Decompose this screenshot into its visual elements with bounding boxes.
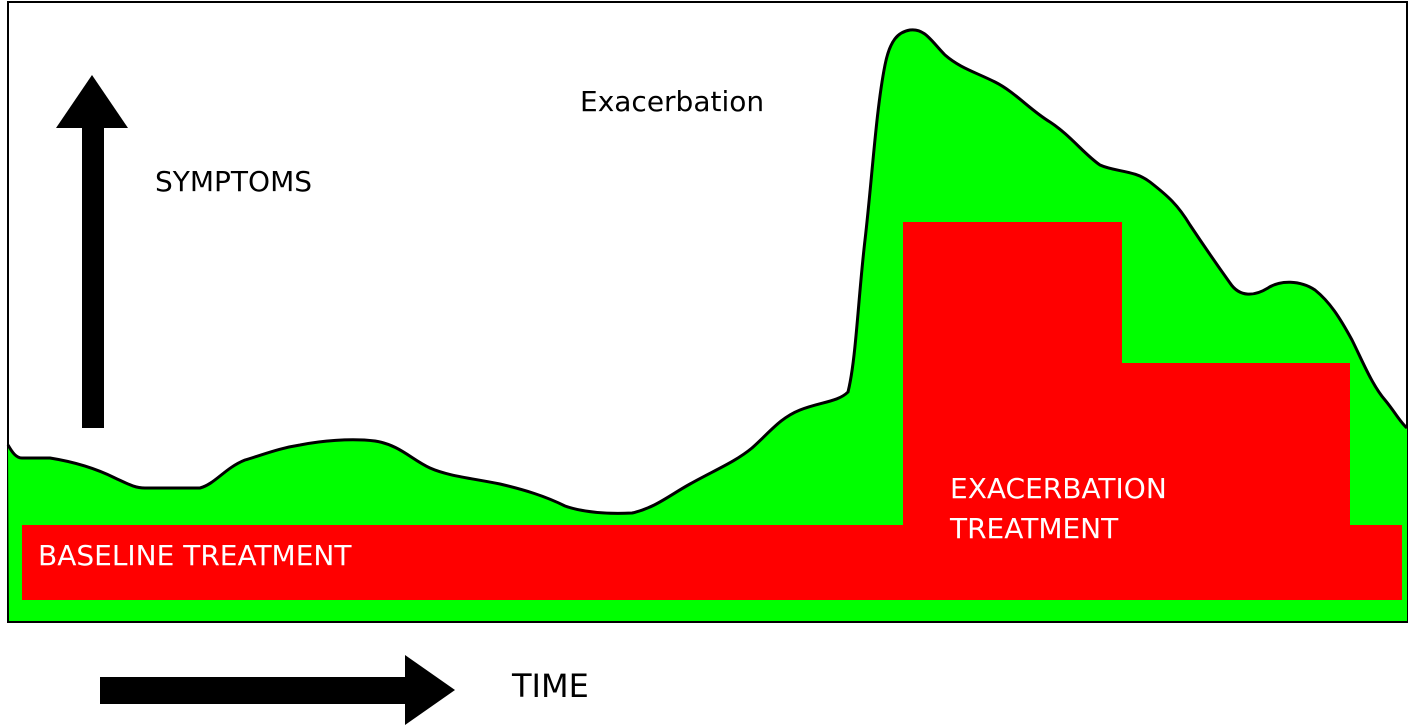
x-arrow-head: [405, 655, 455, 725]
symptom-curve: [6, 28, 1408, 515]
baseline-treatment-bar: [22, 525, 1402, 600]
curve-label: Exacerbation: [580, 85, 764, 118]
baseline-treatment-label: BASELINE TREATMENT: [38, 539, 352, 572]
y-arrow-head: [56, 75, 128, 128]
y-axis-label: SYMPTOMS: [155, 165, 312, 198]
y-arrow-shaft: [82, 122, 104, 428]
exacerbation-treatment-label: TREATMENT: [949, 512, 1119, 545]
x-arrow-shaft: [100, 677, 410, 704]
x-axis-label: TIME: [511, 667, 589, 705]
exacerbation-treatment-label: EXACERBATION: [950, 472, 1167, 505]
exacerbation-treatment-block: [903, 222, 1350, 526]
